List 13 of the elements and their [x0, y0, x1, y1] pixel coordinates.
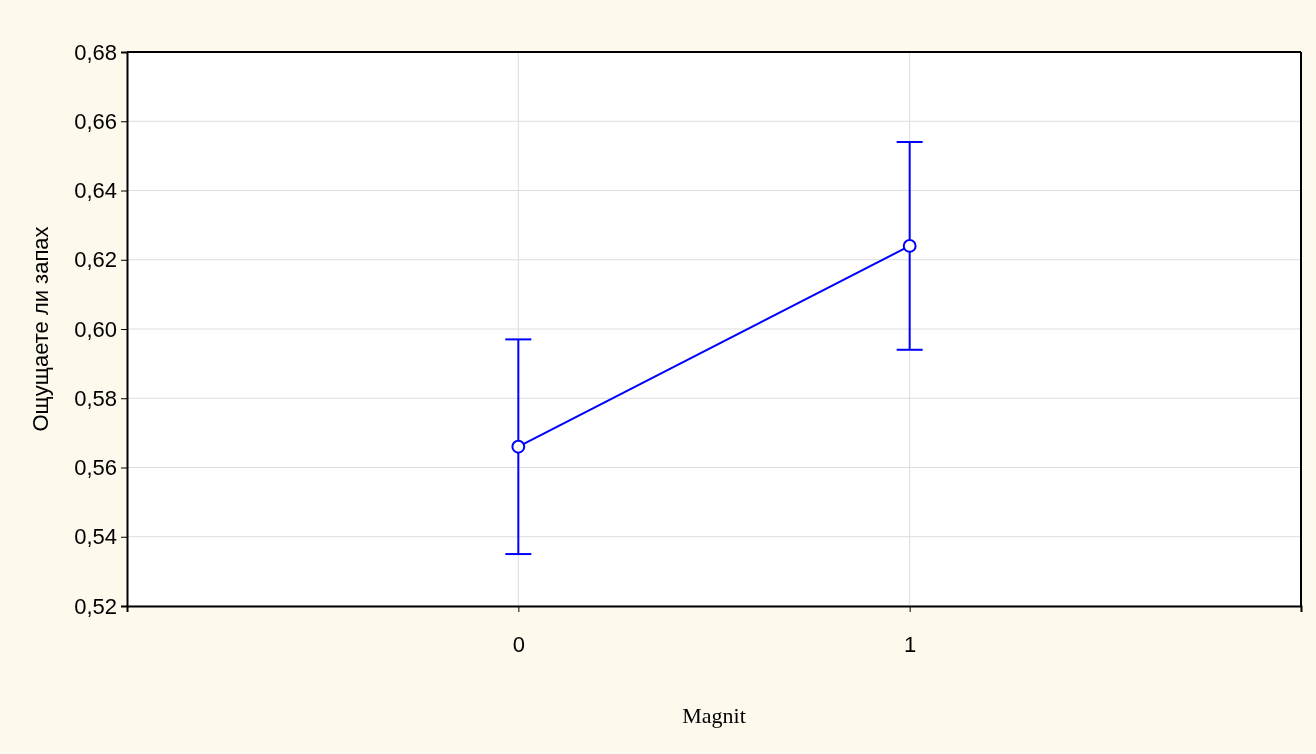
y-tick-label: 0,64: [74, 178, 117, 204]
x-axis-title: Magnit: [682, 703, 746, 728]
y-tick-label: 0,58: [74, 385, 117, 411]
y-tick-label: 0,56: [74, 455, 117, 481]
y-tick-label: 0,60: [74, 316, 117, 342]
x-tick-label: 0: [512, 631, 525, 657]
x-tick-label: 1: [904, 631, 917, 657]
y-tick-label: 0,66: [74, 108, 117, 134]
y-tick-label: 0,62: [74, 247, 117, 273]
y-tick-label: 0,52: [74, 593, 117, 619]
y-tick-label: 0,54: [74, 524, 117, 550]
y-tick-label: 0,68: [74, 39, 117, 65]
y-axis-title: Ощущаете ли запах: [28, 226, 53, 432]
